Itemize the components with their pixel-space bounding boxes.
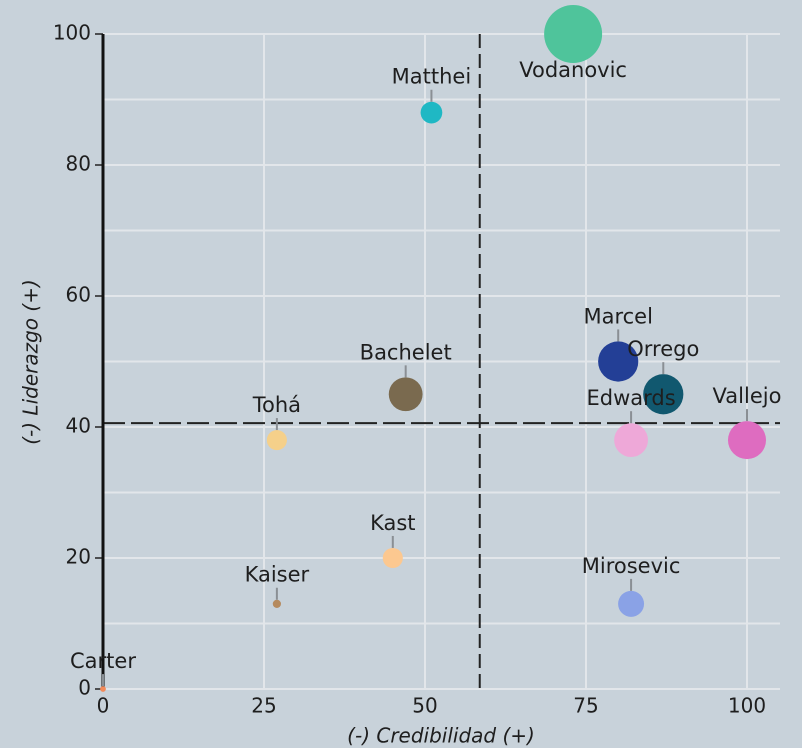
y-tick-label: 80 <box>66 152 91 176</box>
bubble <box>727 421 767 460</box>
point-label: Vodanovic <box>519 58 627 82</box>
point-label: Matthei <box>392 65 472 89</box>
point-label: Orrego <box>627 337 699 361</box>
bubble <box>272 599 281 608</box>
y-tick-label: 40 <box>66 414 91 438</box>
bubble <box>100 686 106 692</box>
x-tick-label: 0 <box>97 694 110 718</box>
point-label: Vallejo <box>713 384 782 408</box>
bubble <box>382 547 403 569</box>
point-label: Tohá <box>252 393 301 417</box>
point-label: Kaiser <box>245 563 310 587</box>
y-tick-label: 0 <box>78 676 91 700</box>
bubble <box>420 101 443 124</box>
bubble <box>614 423 648 458</box>
y-tick-label: 20 <box>66 545 91 569</box>
point-label: Bachelet <box>360 340 452 364</box>
bubble <box>544 5 603 63</box>
bubble <box>643 374 684 415</box>
y-axis-label: (-) Liderazgo (+) <box>19 279 43 445</box>
bubble <box>266 430 287 451</box>
x-tick-label: 75 <box>573 694 598 718</box>
x-tick-label: 50 <box>412 694 437 718</box>
y-tick-label: 60 <box>66 283 91 307</box>
bubble <box>618 590 645 617</box>
x-tick-label: 25 <box>251 694 276 718</box>
point-label: Kast <box>370 511 415 535</box>
point-label: Carter <box>70 649 136 673</box>
y-tick-label: 100 <box>53 21 91 45</box>
x-axis-label: (-) Credibilidad (+) <box>347 724 535 748</box>
bubble <box>598 341 639 382</box>
point-label: Marcel <box>583 304 652 328</box>
point-label: Mirosevic <box>582 554 681 578</box>
point-label: Edwards <box>586 386 675 410</box>
bubble <box>388 377 423 412</box>
x-tick-label: 100 <box>728 694 766 718</box>
